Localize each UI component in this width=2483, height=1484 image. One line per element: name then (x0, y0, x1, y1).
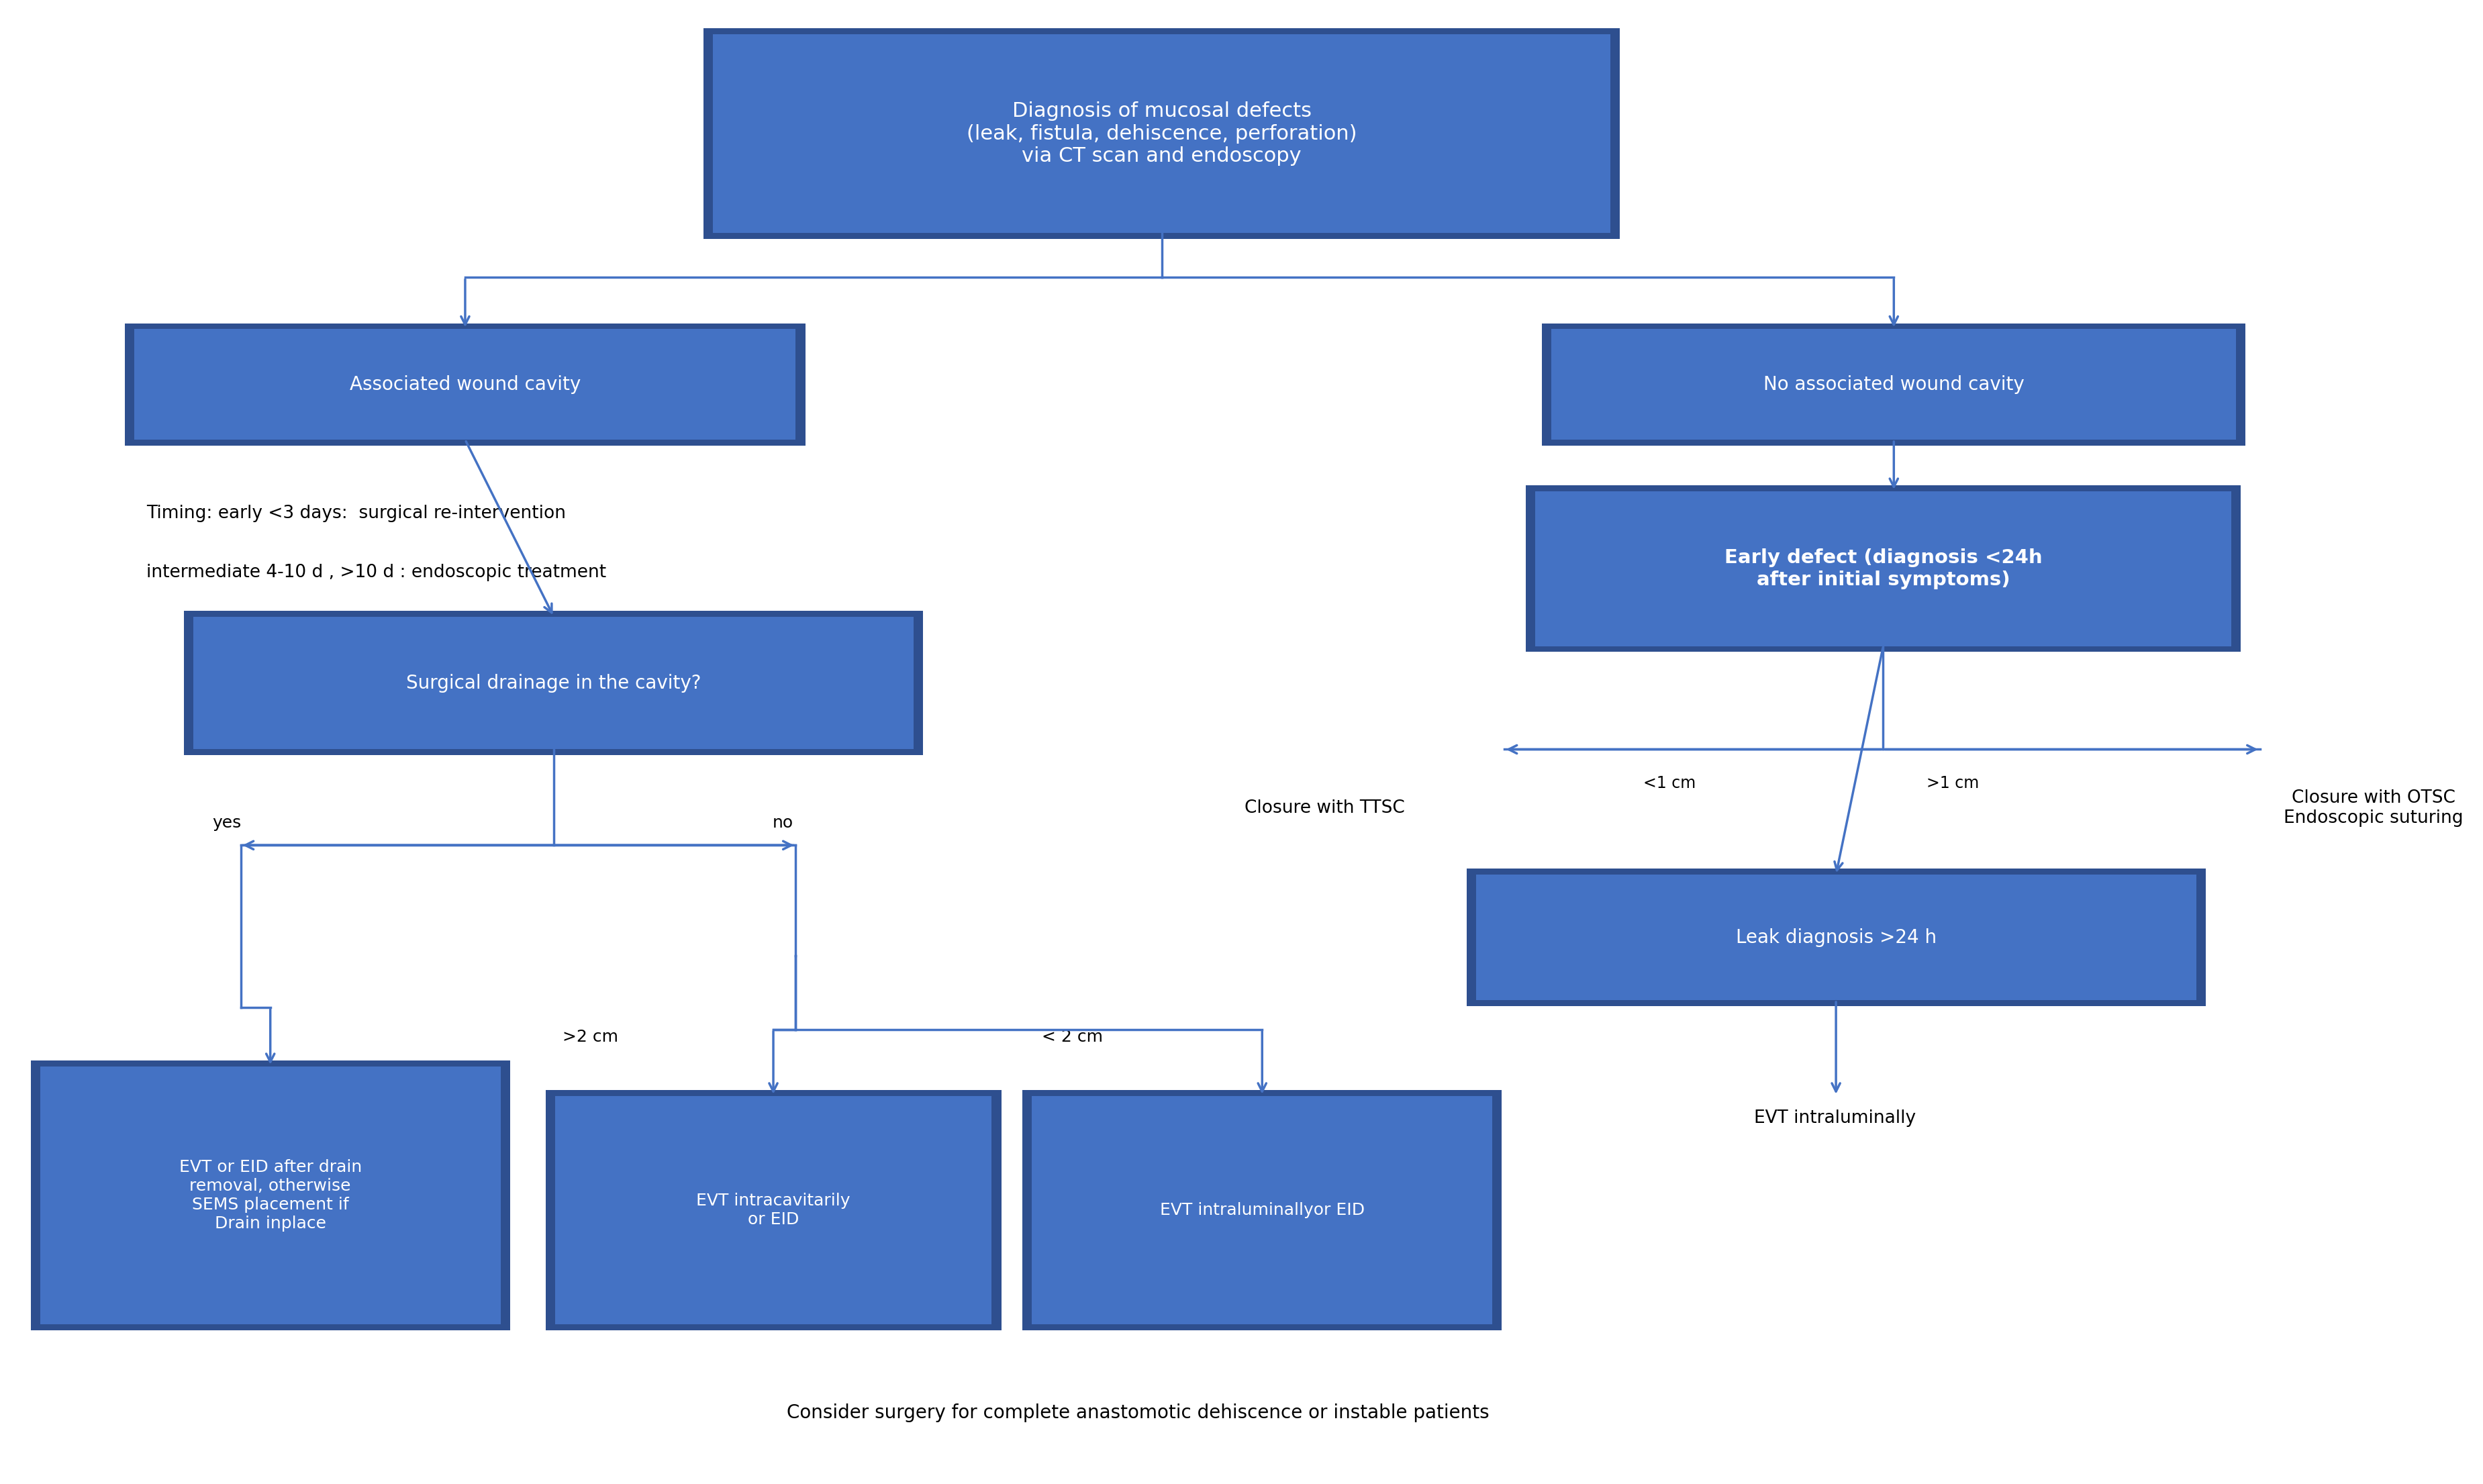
Text: <1 cm: <1 cm (1644, 775, 1696, 791)
Text: Leak diagnosis >24 h: Leak diagnosis >24 h (1736, 928, 1937, 947)
FancyBboxPatch shape (1467, 868, 2205, 1006)
Text: < 2 cm: < 2 cm (1040, 1028, 1102, 1045)
FancyBboxPatch shape (1475, 874, 2195, 1000)
FancyBboxPatch shape (713, 34, 1611, 233)
FancyBboxPatch shape (1033, 1095, 1492, 1325)
FancyBboxPatch shape (1552, 329, 2237, 439)
Text: Timing: early <3 days:  surgical re-intervention: Timing: early <3 days: surgical re-inter… (146, 505, 566, 522)
FancyBboxPatch shape (184, 611, 924, 755)
FancyBboxPatch shape (134, 329, 795, 439)
Text: EVT intraluminally: EVT intraluminally (1753, 1110, 1917, 1126)
FancyBboxPatch shape (124, 324, 804, 445)
FancyBboxPatch shape (30, 1061, 509, 1330)
Text: EVT intraluminallyor EID: EVT intraluminallyor EID (1160, 1202, 1366, 1218)
Text: Consider surgery for complete anastomotic dehiscence or instable patients: Consider surgery for complete anastomoti… (787, 1404, 1490, 1422)
FancyBboxPatch shape (40, 1067, 502, 1325)
Text: >1 cm: >1 cm (1927, 775, 1979, 791)
FancyBboxPatch shape (703, 28, 1619, 239)
Text: No associated wound cavity: No associated wound cavity (1763, 375, 2024, 393)
FancyBboxPatch shape (1534, 491, 2232, 646)
FancyBboxPatch shape (554, 1095, 991, 1325)
Text: intermediate 4-10 d , >10 d : endoscopic treatment: intermediate 4-10 d , >10 d : endoscopic… (146, 564, 606, 582)
Text: Surgical drainage in the cavity?: Surgical drainage in the cavity? (407, 674, 700, 693)
FancyBboxPatch shape (1525, 485, 2242, 651)
Text: EVT intracavitarily
or EID: EVT intracavitarily or EID (695, 1193, 849, 1227)
Text: Diagnosis of mucosal defects
(leak, fistula, dehiscence, perforation)
via CT sca: Diagnosis of mucosal defects (leak, fist… (966, 101, 1356, 166)
Text: Associated wound cavity: Associated wound cavity (350, 375, 581, 393)
FancyBboxPatch shape (194, 617, 914, 749)
FancyBboxPatch shape (1023, 1091, 1502, 1330)
Text: no: no (772, 815, 792, 831)
Text: EVT or EID after drain
removal, otherwise
SEMS placement if
Drain inplace: EVT or EID after drain removal, otherwis… (179, 1159, 363, 1232)
FancyBboxPatch shape (1542, 324, 2245, 445)
Text: >2 cm: >2 cm (564, 1028, 618, 1045)
Text: yes: yes (214, 815, 241, 831)
Text: Closure with TTSC: Closure with TTSC (1244, 800, 1405, 818)
Text: Early defect (diagnosis <24h
after initial symptoms): Early defect (diagnosis <24h after initi… (1723, 549, 2041, 589)
FancyBboxPatch shape (546, 1091, 1001, 1330)
Text: Closure with OTSC
Endoscopic suturing: Closure with OTSC Endoscopic suturing (2284, 789, 2463, 827)
